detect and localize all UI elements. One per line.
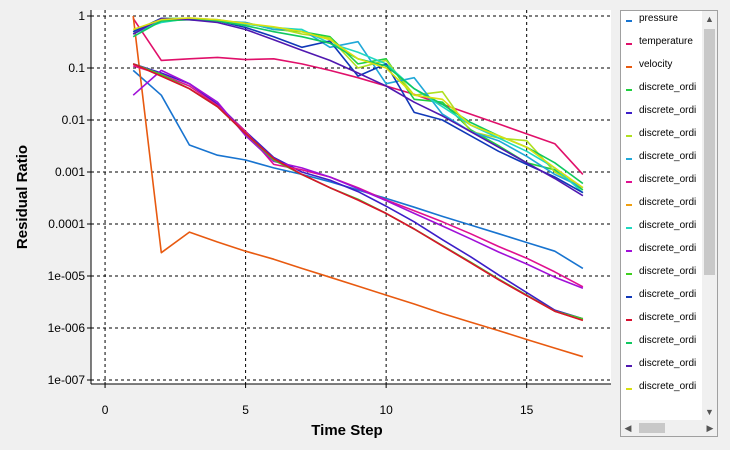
chevron-right-icon[interactable]: ▶ (706, 423, 714, 433)
legend-list: pressure temperature velocity discrete_ordi… (621, 11, 704, 420)
residual-chart: 1 0.1 0.01 0.001 0.0001 1e-005 1e-006 1e-007 0 5 1… (14, 9, 611, 439)
legend-vertical-scroll-thumb[interactable] (704, 29, 715, 275)
series-line-discrete-ordinates-8 (132, 69, 584, 290)
legend-swatch (626, 43, 632, 45)
series-line-discrete-ordinates-2 (132, 63, 584, 320)
legend-item[interactable]: discrete_ordi (621, 241, 704, 264)
x-tick-label: 15 (520, 403, 534, 417)
legend-label: discrete_ordi (639, 243, 697, 254)
legend-item[interactable]: discrete_ordi (621, 333, 704, 356)
legend-item[interactable]: discrete_ordi (621, 218, 704, 241)
legend-swatch (626, 112, 632, 114)
y-tick-label: 0.01 (62, 113, 86, 127)
legend-item[interactable]: velocity (621, 57, 704, 80)
series-line-pressure (132, 69, 584, 270)
y-tick-label: 1e-005 (48, 269, 86, 283)
legend-swatch (626, 20, 632, 22)
legend-label: discrete_ordi (639, 128, 697, 139)
legend-horizontal-scrollbar[interactable]: ◀ ▶ (621, 420, 717, 436)
legend-label: discrete_ordi (639, 82, 697, 93)
legend-swatch (626, 273, 632, 275)
legend-swatch (626, 250, 632, 252)
legend-label: temperature (639, 36, 693, 47)
legend-item[interactable]: discrete_ordi (621, 149, 704, 172)
legend-swatch (626, 158, 632, 160)
y-axis-title: Residual Ratio (14, 145, 31, 249)
series-line-discrete-ordinates-5 (132, 65, 584, 288)
legend-label: discrete_ordi (639, 151, 697, 162)
x-axis-title: Time Step (311, 422, 382, 439)
legend-swatch (626, 365, 632, 367)
legend-swatch (626, 204, 632, 206)
legend-label: discrete_ordi (639, 289, 697, 300)
legend-swatch (626, 319, 632, 321)
x-tick-label: 0 (102, 403, 109, 417)
legend-item[interactable]: discrete_ordi (621, 80, 704, 103)
legend-label: discrete_ordi (639, 358, 697, 369)
series-line-discrete-ordinates-11 (132, 63, 584, 322)
legend-horizontal-scroll-thumb[interactable] (639, 423, 665, 433)
x-tick-label: 10 (379, 403, 393, 417)
legend-swatch (626, 388, 632, 390)
legend-label: discrete_ordi (639, 381, 697, 392)
legend-item[interactable]: discrete_ordi (621, 264, 704, 287)
legend-swatch (626, 66, 632, 68)
legend-panel[interactable]: pressure temperature velocity discrete_ordi… (620, 10, 718, 437)
y-tick-label: 1e-006 (48, 321, 86, 335)
legend-item[interactable]: discrete_ordi (621, 379, 704, 402)
legend-label: discrete_ordi (639, 312, 697, 323)
chevron-up-icon[interactable]: ▲ (705, 14, 714, 24)
legend-item[interactable]: discrete_ordi (621, 195, 704, 218)
legend-swatch (626, 296, 632, 298)
legend-swatch (626, 342, 632, 344)
legend-swatch (626, 89, 632, 91)
legend-item[interactable]: temperature (621, 34, 704, 57)
legend-item[interactable]: discrete_ordi (621, 103, 704, 126)
y-tick-label: 0.001 (55, 165, 85, 179)
y-tick-label: 0.1 (68, 61, 85, 75)
x-tick-label: 5 (242, 403, 249, 417)
series-line-discrete-ordinates-13 (132, 17, 584, 197)
legend-label: velocity (639, 59, 673, 70)
series-line-velocity (132, 15, 584, 358)
legend-label: discrete_ordi (639, 105, 697, 116)
legend-item[interactable]: discrete_ordi (621, 310, 704, 333)
y-tick-label: 1 (78, 9, 85, 23)
legend-vertical-scrollbar[interactable]: ▲ ▼ (702, 11, 717, 420)
series-line-temperature (132, 17, 584, 175)
series-line-discrete-ordinates-14 (132, 17, 584, 189)
legend-item[interactable]: discrete_ordi (621, 356, 704, 379)
chevron-left-icon[interactable]: ◀ (624, 423, 632, 433)
legend-item[interactable]: discrete_ordi (621, 172, 704, 195)
legend-label: pressure (639, 13, 678, 24)
chevron-down-icon[interactable]: ▼ (705, 407, 714, 417)
legend-label: discrete_ordi (639, 220, 697, 231)
legend-swatch (626, 227, 632, 229)
legend-item[interactable]: discrete_ordi (621, 287, 704, 310)
legend-item[interactable]: pressure (621, 11, 704, 34)
legend-swatch (626, 135, 632, 137)
y-tick-label: 1e-007 (48, 373, 86, 387)
legend-item[interactable]: discrete_ordi (621, 126, 704, 149)
legend-label: discrete_ordi (639, 174, 697, 185)
legend-swatch (626, 181, 632, 183)
y-tick-label: 0.0001 (48, 217, 85, 231)
legend-label: discrete_ordi (639, 197, 697, 208)
legend-label: discrete_ordi (639, 266, 697, 277)
legend-label: discrete_ordi (639, 335, 697, 346)
